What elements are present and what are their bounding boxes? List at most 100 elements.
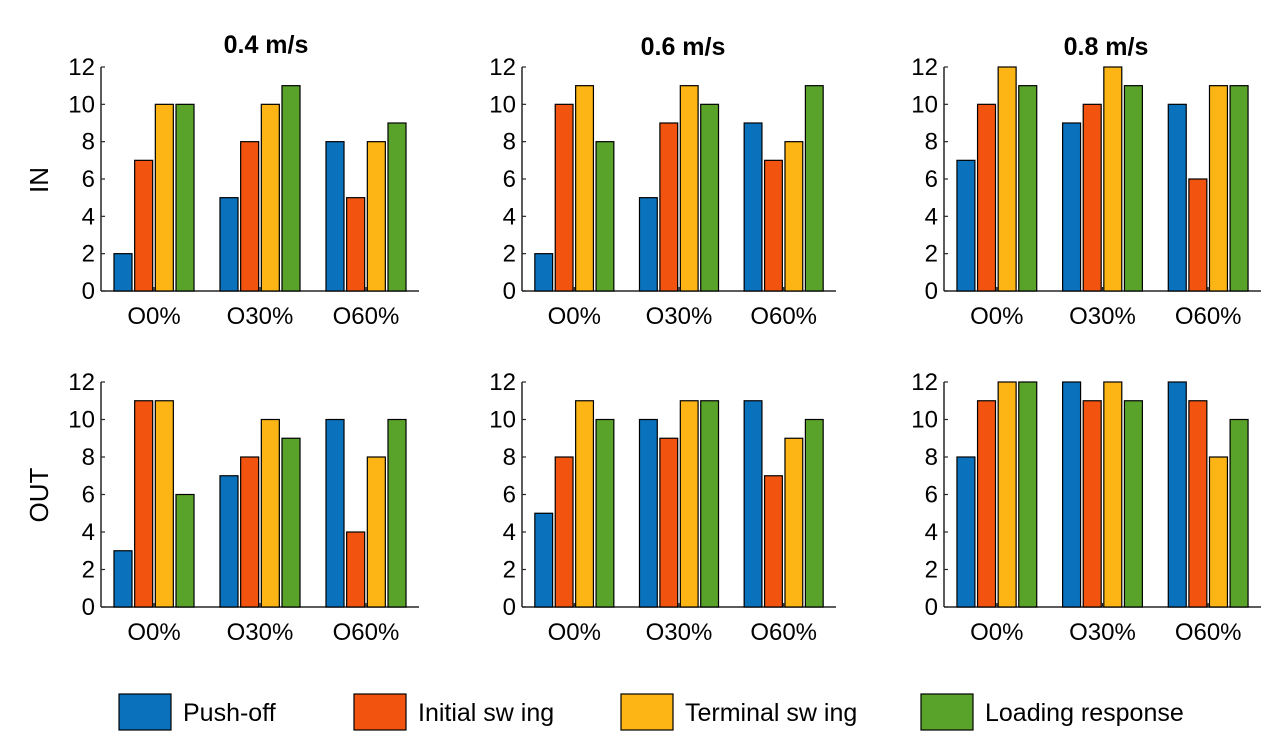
legend-label: Terminal sw ing <box>685 699 857 727</box>
bar-loading-response-o0pct <box>175 103 195 292</box>
y-tick-label: 0 <box>503 278 516 305</box>
bar-loading-response-o60pct <box>387 418 407 608</box>
bar-push-off-o60pct <box>1167 381 1187 608</box>
y-tick-label: 12 <box>68 369 95 396</box>
y-tick-label: 0 <box>82 594 95 621</box>
y-tick-label: 0 <box>925 278 938 305</box>
column-title-1: 0.6 m/s <box>641 33 726 61</box>
x-tick-label: O60% <box>333 619 400 646</box>
bar-loading-response-o0pct <box>595 141 615 292</box>
y-tick-label: 10 <box>68 91 95 118</box>
x-tick-label: O0% <box>548 619 601 646</box>
y-tick-label: 10 <box>911 407 938 434</box>
y-tick-label: 12 <box>911 54 938 81</box>
bar-push-off-o60pct <box>743 122 763 292</box>
legend: Push-off Initial sw ing Terminal sw ing Loa… <box>118 693 1184 731</box>
legend-item-0: Push-off <box>118 693 276 731</box>
bar-terminal-sw-ing-o30pct <box>1103 381 1123 608</box>
bar-push-off-o0pct <box>113 253 133 292</box>
bar-terminal-sw-ing-o0pct <box>575 400 595 608</box>
legend-swatch <box>118 693 172 731</box>
y-tick-label: 6 <box>82 482 95 509</box>
y-tick-label: 2 <box>82 557 95 584</box>
legend-item-2: Terminal sw ing <box>620 693 857 731</box>
x-tick-label: O30% <box>1069 619 1136 646</box>
bar-terminal-sw-ing-o60pct <box>366 456 386 608</box>
y-tick-label: 6 <box>925 482 938 509</box>
legend-item-1: Initial sw ing <box>353 693 554 731</box>
bar-initial-sw-ing-o60pct <box>1188 178 1208 292</box>
bar-terminal-sw-ing-o60pct <box>1208 456 1229 608</box>
y-tick-label: 12 <box>911 369 938 396</box>
y-tick-label: 2 <box>925 241 938 268</box>
x-tick-label: O0% <box>970 619 1023 646</box>
y-tick-label: 6 <box>503 166 516 193</box>
panel-in-2: 0 2 4 6 8 10 12 O0% O30% O60% <box>911 54 1261 330</box>
bar-initial-sw-ing-o30pct <box>240 141 260 292</box>
bar-loading-response-o30pct <box>700 103 720 292</box>
x-tick-label: O30% <box>1069 303 1136 330</box>
y-tick-label: 0 <box>503 594 516 621</box>
y-tick-label: 0 <box>82 278 95 305</box>
legend-swatch <box>920 693 974 731</box>
bar-terminal-sw-ing-o60pct <box>784 141 804 292</box>
x-tick-label: O30% <box>646 303 713 330</box>
y-tick-label: 12 <box>489 54 516 81</box>
y-tick-label: 10 <box>489 407 516 434</box>
bar-loading-response-o30pct <box>281 85 301 292</box>
bar-push-off-o60pct <box>1167 103 1187 292</box>
bar-push-off-o30pct <box>1062 122 1082 292</box>
y-tick-label: 2 <box>925 557 938 584</box>
bar-loading-response-o30pct <box>1123 85 1143 292</box>
bar-terminal-sw-ing-o30pct <box>260 103 280 292</box>
bar-initial-sw-ing-o30pct <box>659 437 679 608</box>
bar-push-off-o60pct <box>325 418 345 608</box>
x-tick-label: O60% <box>1175 303 1242 330</box>
row-label-in: IN <box>24 167 54 193</box>
panel-out-5: 0 2 4 6 8 10 12 O0% O30% O60% <box>911 369 1261 646</box>
bar-loading-response-o60pct <box>387 122 407 292</box>
bar-loading-response-o60pct <box>804 85 824 292</box>
x-tick-label: O30% <box>227 303 294 330</box>
y-tick-label: 4 <box>503 519 516 546</box>
bar-initial-sw-ing-o60pct <box>1188 400 1208 608</box>
column-titles: 0.4 m/s 0.6 m/s 0.8 m/s <box>224 31 1149 61</box>
bar-initial-sw-ing-o60pct <box>763 475 783 608</box>
bar-terminal-sw-ing-o60pct <box>1208 85 1229 292</box>
y-tick-label: 8 <box>925 444 938 471</box>
legend-label: Push-off <box>183 699 276 727</box>
bar-terminal-sw-ing-o30pct <box>679 85 699 292</box>
bar-terminal-sw-ing-o0pct <box>154 400 174 608</box>
bar-loading-response-o30pct <box>1123 400 1143 608</box>
panels: 0 2 4 6 8 10 12 O0% O30% O60% 0 2 4 6 8 10 12 O0% O30% O60%… <box>68 54 1261 646</box>
y-tick-label: 4 <box>925 203 938 230</box>
x-tick-label: O0% <box>127 303 180 330</box>
bar-initial-sw-ing-o60pct <box>346 197 366 292</box>
bar-initial-sw-ing-o0pct <box>976 103 997 292</box>
bar-push-off-o30pct <box>638 197 658 292</box>
bar-initial-sw-ing-o0pct <box>976 400 997 608</box>
y-tick-label: 8 <box>503 444 516 471</box>
y-tick-label: 10 <box>911 91 938 118</box>
bar-initial-sw-ing-o30pct <box>659 122 679 292</box>
legend-item-3: Loading response <box>920 693 1184 731</box>
bar-push-off-o30pct <box>638 418 658 608</box>
bar-push-off-o0pct <box>956 456 976 608</box>
panel-out-4: 0 2 4 6 8 10 12 O0% O30% O60% <box>489 369 836 646</box>
y-tick-label: 4 <box>82 203 95 230</box>
bar-loading-response-o60pct <box>1229 418 1249 608</box>
x-tick-label: O30% <box>646 619 713 646</box>
y-tick-label: 4 <box>503 203 516 230</box>
x-tick-label: O0% <box>127 619 180 646</box>
bar-push-off-o30pct <box>219 475 239 608</box>
bar-initial-sw-ing-o0pct <box>134 159 154 292</box>
bar-initial-sw-ing-o0pct <box>134 400 154 608</box>
y-tick-label: 10 <box>68 407 95 434</box>
bar-initial-sw-ing-o60pct <box>346 531 366 608</box>
bar-loading-response-o60pct <box>1229 85 1249 292</box>
y-tick-label: 4 <box>82 519 95 546</box>
bar-initial-sw-ing-o0pct <box>554 456 574 608</box>
x-tick-label: O30% <box>227 619 294 646</box>
x-tick-label: O0% <box>548 303 601 330</box>
y-tick-label: 10 <box>489 91 516 118</box>
